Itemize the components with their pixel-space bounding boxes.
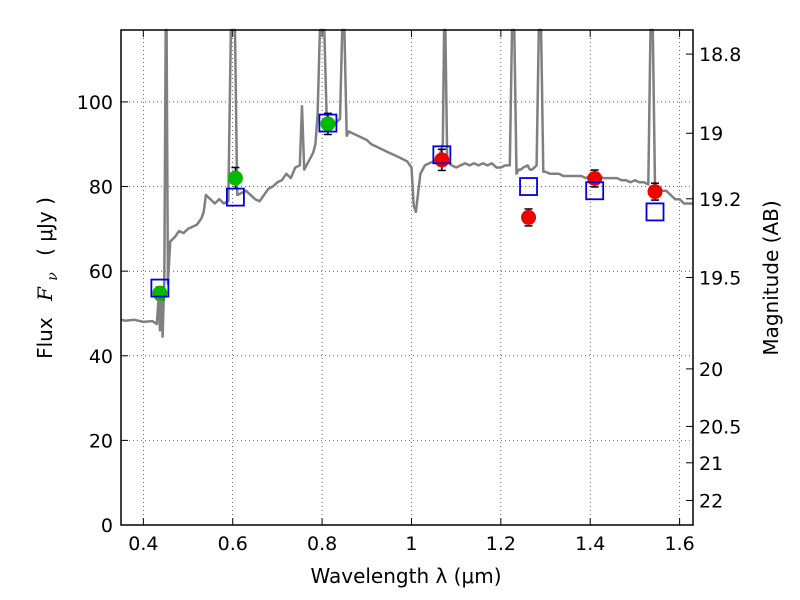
plot-frame: [120, 29, 694, 526]
x-tick-label: 0.6: [218, 533, 248, 555]
x-tick-label: 1: [405, 533, 417, 555]
y-tick-label: 80: [89, 177, 113, 199]
model-points: [150, 113, 665, 298]
x-tick-label: 0.4: [128, 533, 158, 555]
model-square-point: [585, 181, 605, 201]
green-data-point: [320, 116, 336, 132]
spectrum-line: [120, 28, 693, 338]
y-axis-label-subscript: ν: [45, 272, 61, 281]
red-data-point: [587, 171, 603, 186]
x-tick-label: 0.8: [307, 533, 337, 555]
model-square-point: [318, 113, 338, 133]
green-data-point: [152, 285, 168, 301]
x-axis-label: Wavelength λ (μm): [310, 564, 501, 588]
model-square-point: [519, 177, 538, 196]
y-tick-label: 60: [89, 261, 113, 283]
grid-lines: [121, 30, 693, 526]
y-tick-label: 0: [101, 515, 113, 537]
x-tick-label: 1.4: [575, 533, 605, 555]
y2-tick-label: 21: [699, 453, 723, 475]
red-data-point: [521, 209, 537, 225]
y2-tick-label: 18.8: [699, 44, 741, 66]
model-square-point: [432, 145, 452, 165]
y2-tick-label: 19.5: [699, 268, 741, 290]
y-axis-label-symbol: F: [33, 286, 57, 302]
y-tick-label: 100: [77, 92, 113, 114]
x-tick-label: 1.6: [664, 533, 694, 555]
x-tick-label: 1.2: [486, 533, 516, 555]
y2-tick-label: 20: [699, 359, 723, 381]
y-tick-label: 20: [89, 430, 113, 452]
y2-axis-label: Magnitude (AB): [759, 200, 783, 355]
y2-tick-label: 22: [699, 490, 723, 512]
axis-ticks: 0.4 0.6 0.8 1 1.2 1.4 1.6 0 20 40 60 80 100 18.8 19 19.…: [77, 30, 741, 555]
model-square-point: [150, 278, 170, 298]
y-axis-label: Flux F ν ( μJy ): [33, 197, 62, 359]
y2-tick-label: 19.2: [699, 189, 741, 211]
y2-tick-label: 20.5: [699, 416, 741, 438]
y2-tick-label: 19: [699, 123, 723, 145]
spectrum-series: [120, 28, 693, 338]
red-data-point: [647, 184, 663, 200]
y-axis-label-prefix: Flux: [33, 317, 57, 359]
y-axis-label-suffix: ( μJy ): [33, 197, 57, 256]
y-tick-label: 40: [89, 346, 113, 368]
green-data-point: [227, 170, 243, 186]
red-data-point: [434, 152, 450, 168]
model-square-point: [645, 202, 665, 222]
model-square-point: [225, 187, 245, 207]
